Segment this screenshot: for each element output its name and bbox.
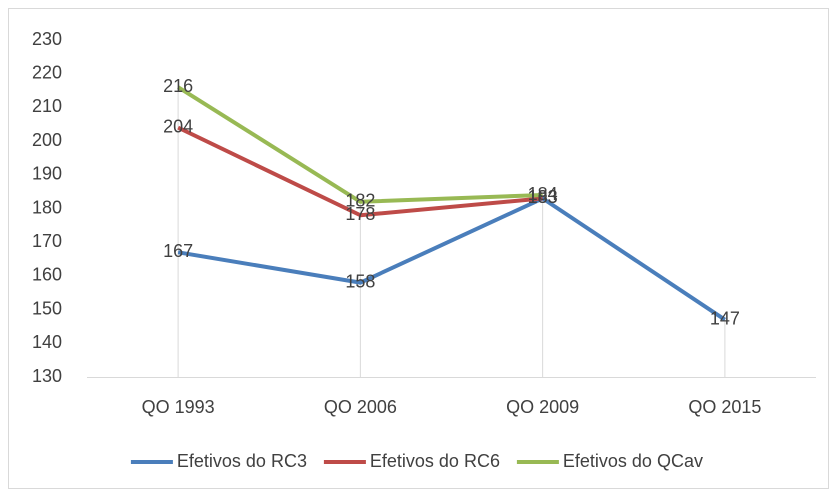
y-tick-label: 220 <box>32 62 62 82</box>
x-tick-label: QO 1993 <box>142 397 215 417</box>
legend-label: Efetivos do QCav <box>563 451 703 471</box>
data-label: 178 <box>345 204 375 224</box>
data-label: 184 <box>528 184 558 204</box>
x-tick-label: QO 2015 <box>688 397 761 417</box>
y-tick-label: 160 <box>32 265 62 285</box>
y-tick-label: 190 <box>32 164 62 184</box>
data-label: 182 <box>345 191 375 211</box>
y-tick-label: 180 <box>32 197 62 217</box>
x-tick-label: QO 2009 <box>506 397 579 417</box>
data-label: 167 <box>163 241 193 261</box>
data-label: 147 <box>710 308 740 328</box>
series-line <box>177 85 543 204</box>
y-tick-label: 200 <box>32 130 62 150</box>
y-tick-label: 170 <box>32 231 62 251</box>
y-tick-label: 150 <box>32 298 62 318</box>
series-line <box>177 196 726 322</box>
series-line <box>177 125 543 218</box>
y-tick-label: 210 <box>32 96 62 116</box>
legend-label: Efetivos do RC3 <box>177 451 307 471</box>
y-tick-label: 230 <box>32 29 62 49</box>
x-tick-label: QO 2006 <box>324 397 397 417</box>
data-label: 216 <box>163 76 193 96</box>
data-label: 158 <box>345 271 375 291</box>
y-tick-label: 130 <box>32 366 62 386</box>
data-label: 204 <box>163 116 193 136</box>
data-label: 183 <box>528 187 558 207</box>
data-label: 183 <box>528 187 558 207</box>
y-tick-label: 140 <box>32 332 62 352</box>
chart-border <box>8 8 829 489</box>
legend-label: Efetivos do RC6 <box>370 451 500 471</box>
